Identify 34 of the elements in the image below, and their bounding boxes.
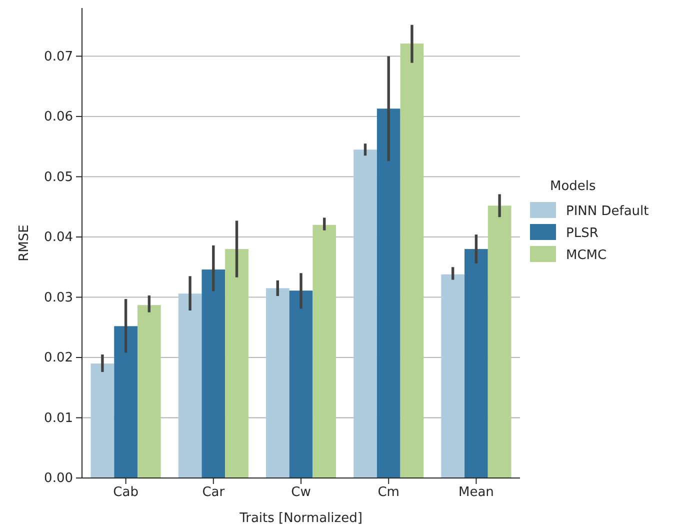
bar [289, 290, 313, 478]
bar [441, 274, 465, 478]
x-tick-label: Car [202, 485, 226, 500]
bar [90, 364, 114, 478]
x-tick-label: Cab [113, 485, 138, 500]
x-tick-label: Cm [378, 485, 400, 500]
bar [354, 150, 377, 478]
bar [266, 288, 290, 478]
y-axis-title: RMSE [17, 224, 32, 262]
bar [137, 305, 161, 478]
x-tick-label: Cw [291, 485, 312, 500]
legend-label: PLSR [566, 226, 598, 241]
bar [488, 206, 512, 478]
y-tick-label: 0.03 [44, 290, 73, 306]
y-tick-label: 0.06 [44, 110, 73, 125]
bar [464, 249, 488, 478]
y-tick-label: 0.05 [44, 170, 73, 185]
x-axis-title: Traits [Normalized] [238, 511, 362, 526]
legend-title: Models [550, 179, 596, 194]
x-tick-label: Mean [458, 485, 494, 500]
y-tick-label: 0.00 [44, 471, 73, 486]
bar [178, 294, 202, 478]
legend-label: PINN Default [566, 204, 649, 219]
y-tick-label: 0.04 [44, 230, 73, 246]
bar [202, 270, 226, 478]
y-tick-label: 0.01 [44, 410, 73, 426]
bar [114, 326, 138, 478]
bar [312, 224, 336, 478]
y-tick-label: 0.07 [44, 49, 73, 64]
bar [225, 249, 248, 478]
bar [376, 108, 400, 478]
bar [400, 44, 424, 478]
y-tick-label: 0.02 [44, 350, 73, 366]
legend-label: MCMC [566, 248, 607, 263]
